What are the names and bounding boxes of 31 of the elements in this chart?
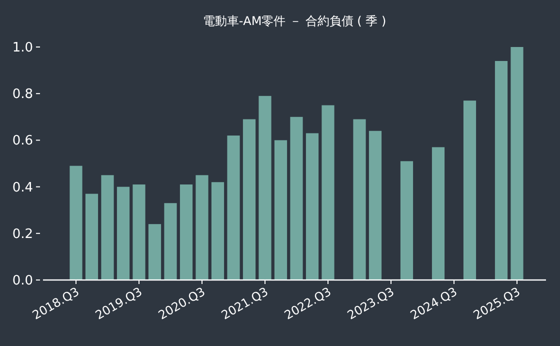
bar [70, 166, 82, 280]
bar [353, 119, 366, 280]
y-tick-label: 0.6 [12, 134, 33, 149]
y-tick-label: 0.8 [12, 87, 33, 102]
bar [132, 184, 146, 280]
bar [258, 96, 272, 280]
y-tick-label: 0.0 [12, 274, 33, 288]
y-tick-label: 0.2 [12, 226, 33, 242]
bar [180, 184, 193, 280]
y-tick-label: 1.0 [12, 40, 33, 56]
bar [306, 133, 319, 280]
bar [290, 116, 303, 280]
bar [116, 186, 130, 280]
bar [400, 161, 414, 280]
bar [101, 175, 114, 280]
bar [274, 140, 288, 280]
y-tick-label: 0.4 [12, 180, 33, 196]
bar [211, 182, 224, 280]
bar [196, 175, 208, 280]
bar [432, 147, 445, 280]
bar [148, 224, 162, 280]
bar [463, 100, 476, 280]
chart-title: 電動車-AM零件 － 合約負債 ( 季 ) [202, 14, 386, 28]
bar [510, 47, 524, 280]
bar [85, 194, 98, 280]
bar [227, 136, 240, 280]
bar [368, 130, 382, 280]
bar [242, 119, 256, 280]
bar [322, 105, 334, 280]
bar [164, 203, 177, 280]
bar [494, 60, 508, 280]
